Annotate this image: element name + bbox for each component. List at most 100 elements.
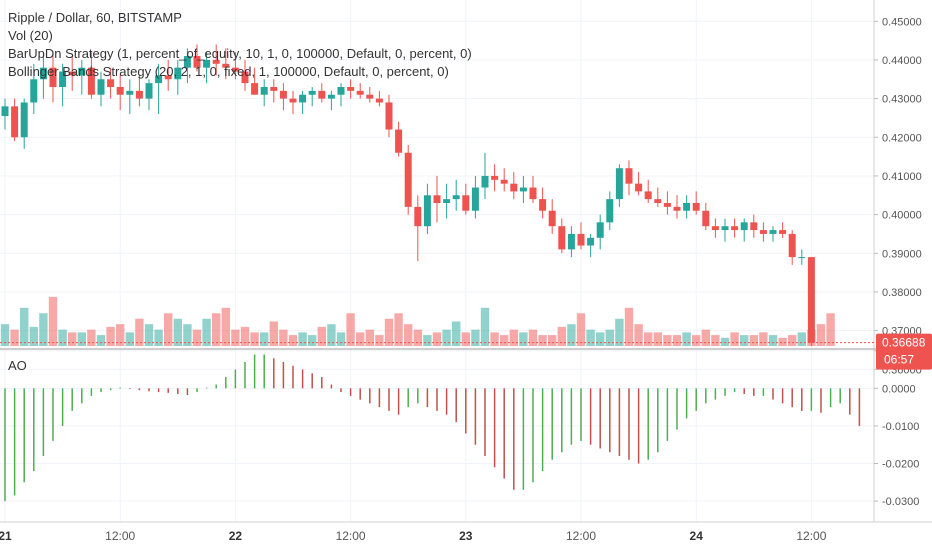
volume-bar — [730, 332, 739, 346]
volume-bar — [279, 329, 288, 346]
volume-indicator-label[interactable]: Vol (20) — [8, 28, 53, 43]
grid — [0, 0, 874, 522]
volume-bar — [711, 335, 720, 346]
candle-body — [750, 222, 758, 231]
candle-body — [260, 87, 268, 95]
candle-body — [596, 222, 604, 238]
ao-panel-title[interactable]: AO — [8, 358, 27, 373]
volume-bar — [346, 313, 355, 346]
volume-bar — [720, 337, 730, 346]
volume-bar — [260, 332, 269, 346]
candle-body — [11, 106, 19, 138]
candle-body — [135, 90, 143, 99]
candle-body — [414, 206, 422, 227]
volume-bar — [740, 335, 749, 346]
price-tick-label: 0.44000 — [882, 55, 922, 67]
time-tick-label: 24 — [690, 529, 704, 543]
volume-bar — [586, 329, 595, 346]
volume-bar — [413, 329, 422, 346]
candle-body — [289, 98, 297, 103]
volume-bar — [250, 332, 259, 346]
volume-bar — [663, 335, 672, 346]
candle-body — [145, 83, 153, 99]
volume-bar — [471, 329, 480, 346]
candle-body — [347, 87, 355, 91]
time-tick-label: 22 — [229, 529, 243, 543]
volume-bar — [490, 332, 499, 346]
volume-bar — [173, 318, 182, 346]
time-tick-label: 21 — [0, 529, 12, 543]
candle-body — [519, 187, 527, 192]
volume-bar — [336, 332, 346, 346]
price-tick-label: 0.38000 — [882, 287, 922, 299]
volume-bar — [106, 326, 115, 346]
volume-bar — [327, 324, 336, 346]
time-tick-label: 12:00 — [105, 529, 135, 543]
volume-bar — [164, 313, 173, 346]
candle-body — [433, 195, 441, 203]
candle-body — [577, 233, 585, 246]
candle-body — [20, 102, 28, 138]
volume-bar — [749, 335, 758, 346]
volume-bar — [701, 329, 710, 346]
candle-body — [692, 203, 700, 211]
volume-bar — [192, 329, 202, 346]
candle-body — [740, 222, 748, 231]
volume-bar — [356, 332, 365, 346]
volume-bar — [500, 335, 509, 346]
candle-body — [625, 168, 633, 184]
candle-body — [644, 191, 652, 200]
volume-bar — [375, 335, 384, 346]
time-tick-label: 23 — [459, 529, 473, 543]
volume-bar — [778, 337, 787, 346]
volume-bar — [605, 329, 614, 346]
candle-body — [174, 67, 182, 80]
volume-bar — [768, 335, 778, 346]
candle-body — [731, 226, 739, 231]
volume-bar — [308, 335, 317, 346]
volume-bar — [404, 324, 413, 346]
volume-bar — [384, 318, 394, 346]
price-tick-label: 0.45000 — [882, 16, 922, 28]
bollinger-strategy-label[interactable]: Bollinger Bands Strategy (20, 2, 1, 0, f… — [8, 64, 449, 79]
candle-body — [663, 203, 671, 207]
volume-bar — [634, 324, 643, 346]
candle-body — [539, 199, 547, 211]
candle-body — [443, 199, 451, 203]
candle-body — [385, 102, 393, 130]
volume-bar — [797, 332, 806, 346]
volume-bar — [48, 296, 58, 346]
volume-bar — [394, 313, 403, 346]
candle-body — [308, 90, 316, 95]
volume-bar — [624, 307, 634, 346]
volume-bar — [692, 335, 701, 346]
volume-bar — [826, 313, 835, 346]
candle-body — [126, 90, 134, 95]
volume-bar — [96, 335, 106, 346]
volume-bar — [221, 307, 230, 346]
candle-body — [635, 183, 643, 192]
candle-body — [548, 210, 556, 227]
volume-bar — [672, 335, 682, 346]
volume-bar — [212, 313, 221, 346]
candle-body — [107, 79, 115, 87]
candle-body — [251, 83, 259, 95]
barupdn-strategy-label[interactable]: BarUpDn Strategy (1, percent_of_equity, … — [8, 46, 472, 61]
volume-bar — [519, 332, 528, 346]
candle-body — [68, 71, 76, 76]
ao-tick-label: -0.0200 — [882, 459, 919, 471]
candle-body — [769, 230, 777, 234]
candle-body — [395, 129, 403, 153]
candle-body — [462, 195, 470, 211]
price-badge-countdown: 06:57 — [884, 353, 914, 367]
volume-bar — [231, 329, 240, 346]
candle-body — [337, 87, 345, 95]
time-tick-label: 12:00 — [566, 529, 596, 543]
price-badge-box — [876, 333, 932, 370]
volume-bar — [202, 318, 211, 346]
volume-bar — [528, 329, 538, 346]
volume-bar — [432, 332, 442, 346]
volume-bar — [298, 332, 307, 346]
